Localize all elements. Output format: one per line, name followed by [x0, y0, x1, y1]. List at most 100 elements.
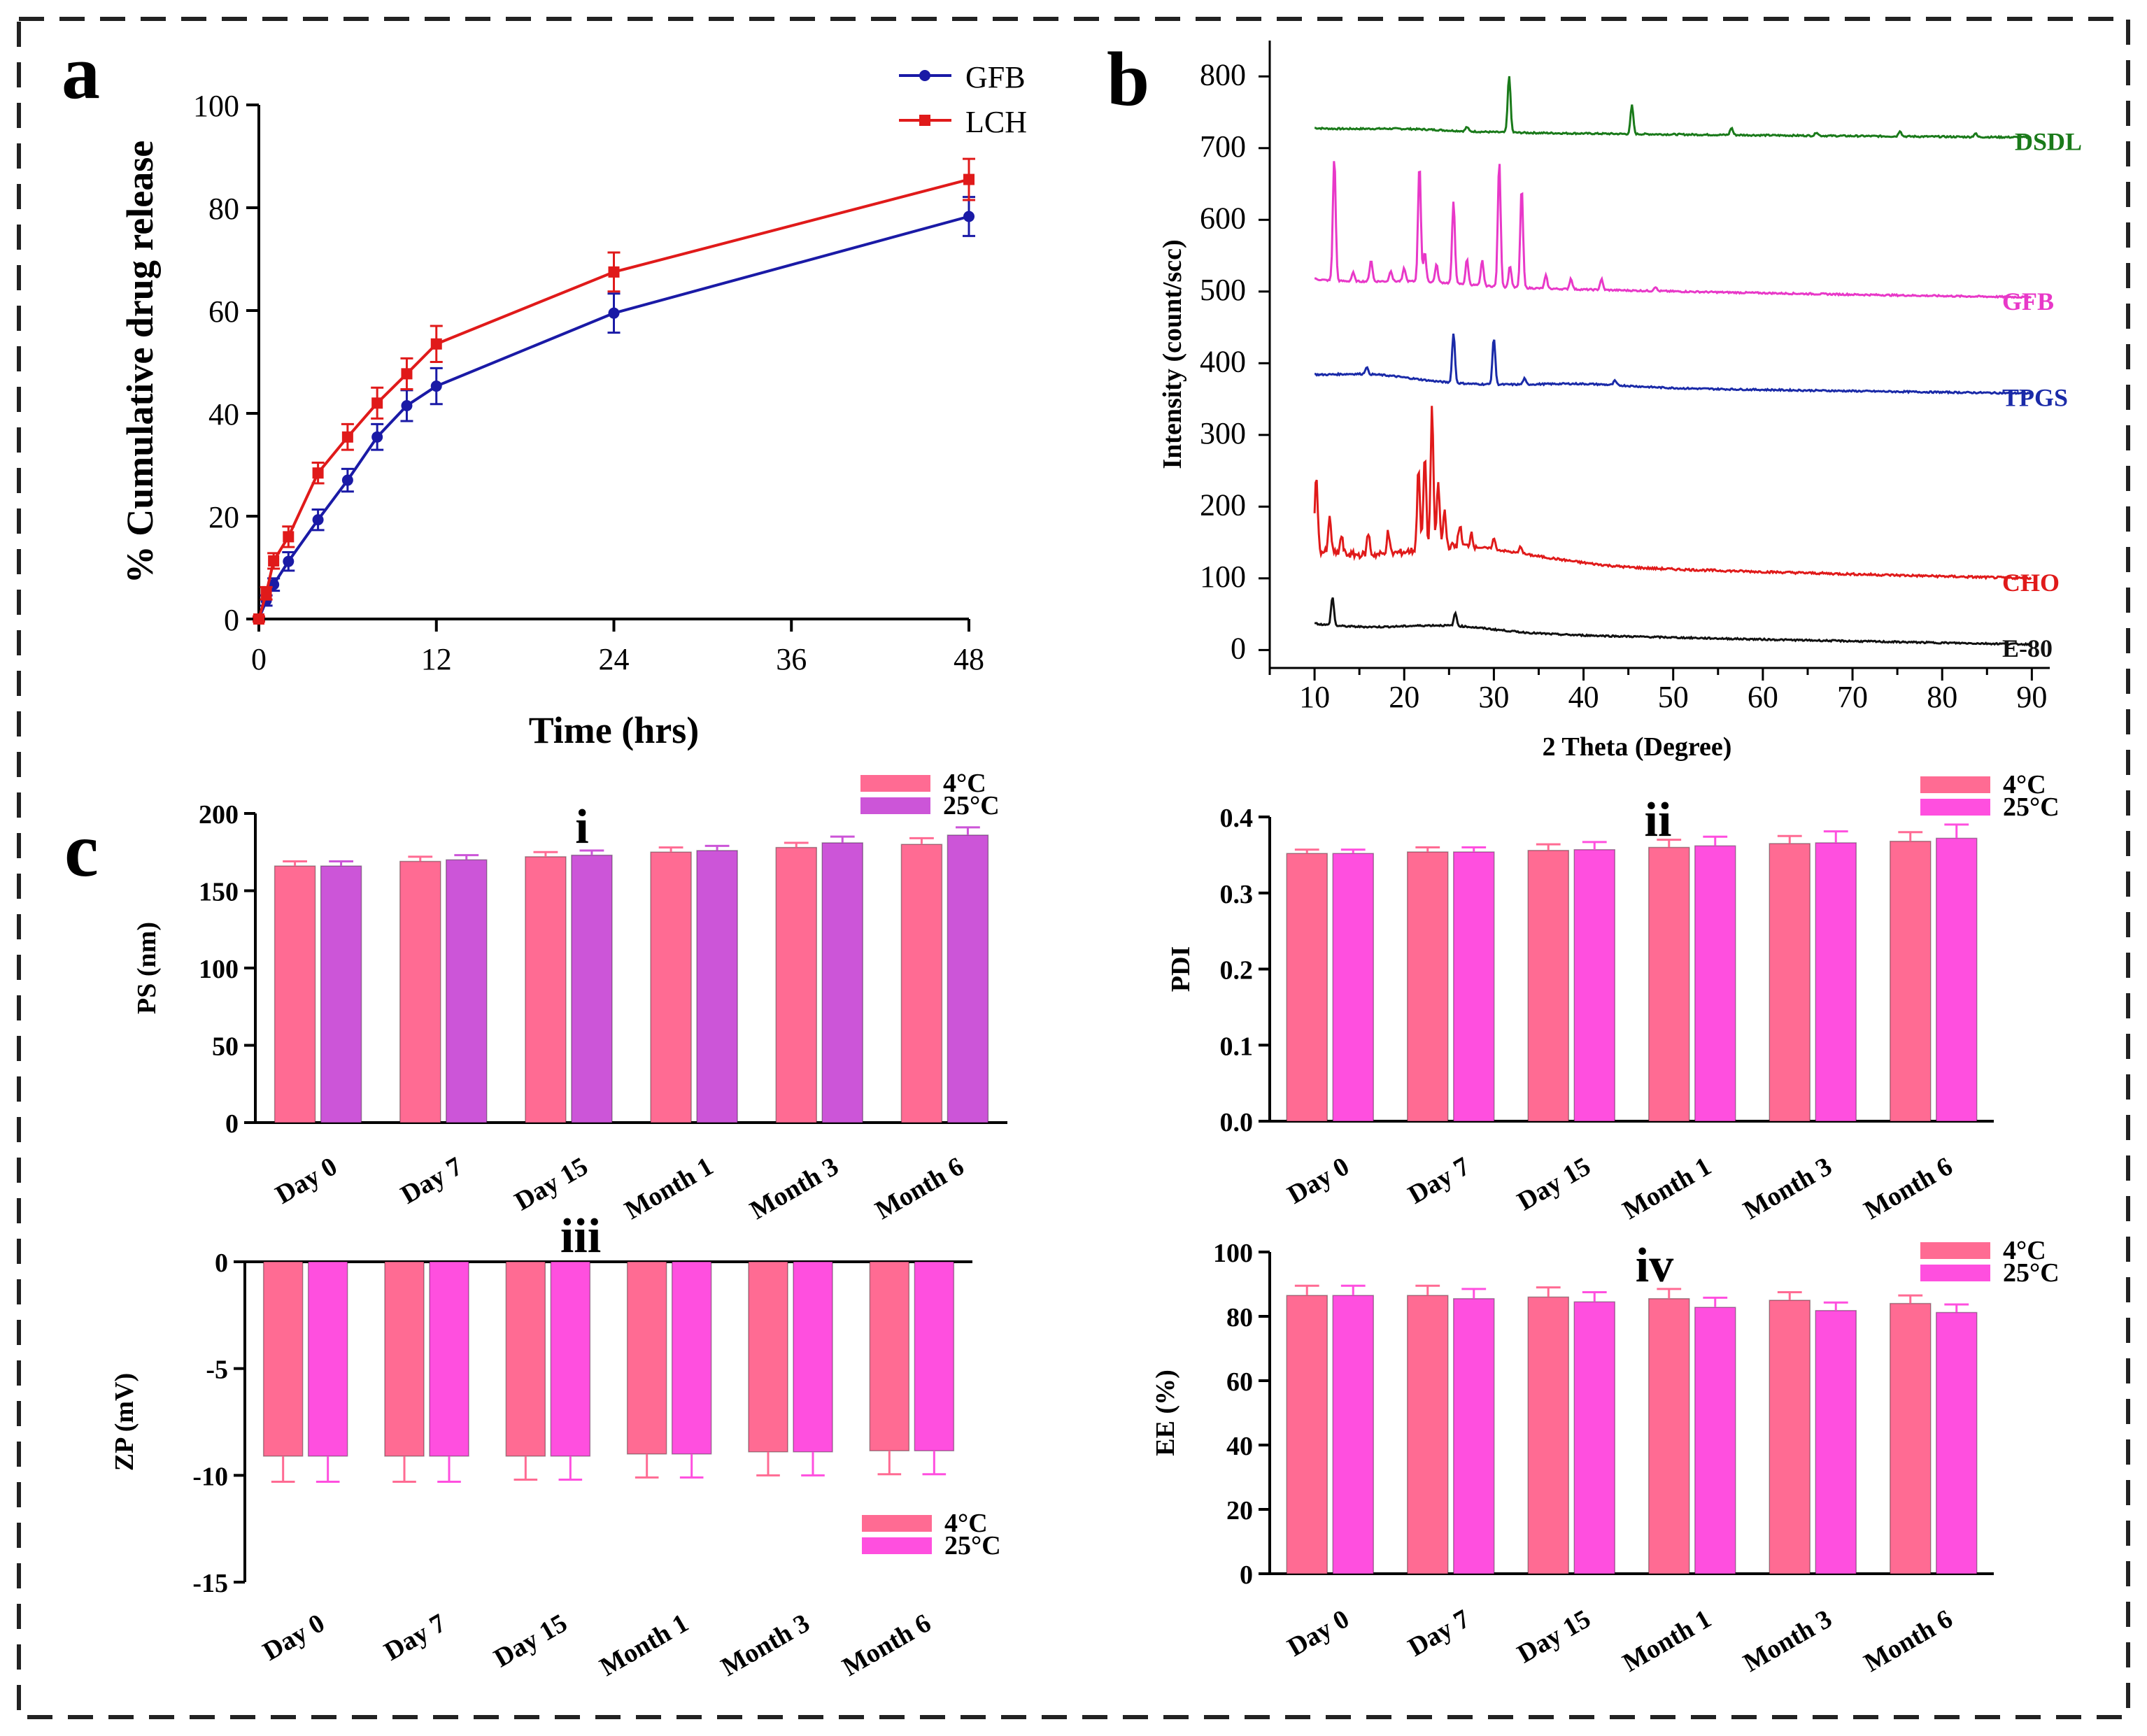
panel-letter-c: c [64, 807, 99, 892]
y-tick-label: 0 [1231, 631, 1246, 665]
bar-25°C [1815, 1309, 1857, 1574]
legend-swatch [860, 797, 930, 814]
y-tick-label: 0 [1240, 1560, 1253, 1590]
y-tick-label: -5 [206, 1356, 228, 1385]
legend-label: LCH [965, 105, 1027, 139]
legend-label: 4°C [2003, 770, 2046, 799]
legend-swatch [1920, 1242, 1990, 1259]
bar-25°C [1694, 845, 1736, 1122]
legend-label: 25°C [2003, 1258, 2060, 1288]
xrd-trace-GFB [1314, 161, 2032, 299]
category-label: Month 3 [716, 1608, 815, 1682]
bar-4°C [1407, 1295, 1449, 1574]
y-tick-label: 20 [208, 500, 239, 534]
legend-marker [919, 115, 930, 126]
xrd-trace-DSDL [1314, 76, 2032, 140]
chart-c-i: 0 50 100 150 200 PS (nm) Day 0 Day 7 Day 15 Month… [132, 769, 1007, 1225]
y-tick-label: 0 [225, 1109, 239, 1139]
category-label: Day 7 [1403, 1604, 1475, 1662]
y-tick-label: 300 [1200, 416, 1246, 450]
bar-25°C [307, 1261, 348, 1457]
bar-25°C [1936, 1311, 1978, 1574]
legend-label: 4°C [2003, 1236, 2046, 1265]
bar-25°C [1694, 1307, 1736, 1574]
bar-4°C [626, 1261, 667, 1455]
category-label: Month 3 [745, 1151, 844, 1225]
xrd-trace-TPGS [1315, 333, 2032, 395]
y-tick-label: 150 [199, 878, 239, 907]
y-tick-label: 0.3 [1220, 880, 1254, 909]
y-tick-label: -10 [192, 1462, 228, 1491]
data-point-LCH [312, 467, 324, 479]
category-label: Day 7 [379, 1608, 451, 1666]
trace-label-GFB: GFB [2002, 287, 2054, 315]
bar-4°C [1769, 843, 1811, 1122]
data-point-LCH [401, 368, 413, 380]
category-label: Day 7 [396, 1151, 467, 1209]
legend-swatch [862, 1537, 932, 1554]
y-tick-label: -15 [192, 1569, 228, 1598]
y-axis-title: ZP (mV) [110, 1373, 139, 1471]
data-point-GFB [608, 307, 620, 319]
x-tick-label: 60 [1748, 680, 1778, 714]
data-point-LCH [260, 588, 272, 599]
y-tick-label: 400 [1200, 344, 1246, 378]
bar-25°C [1815, 842, 1857, 1122]
bar-25°C [550, 1261, 591, 1457]
data-point-LCH [608, 266, 620, 278]
x-axis-title: Time (hrs) [529, 709, 699, 751]
category-label: Day 0 [1282, 1151, 1354, 1209]
bar-25°C [1573, 849, 1615, 1122]
y-axis-title: Intensity (count/scc) [1158, 239, 1187, 469]
data-point-GFB [401, 399, 413, 411]
bar-25°C [429, 1261, 469, 1457]
bar-25°C [1573, 1301, 1615, 1574]
y-tick-label: 200 [1200, 488, 1246, 522]
chart-a: 0 20 40 60 80 100 0 12 24 36 48 Time (hrs) % Cumulat… [119, 60, 1027, 751]
category-label: Day 15 [1512, 1151, 1596, 1216]
y-tick-label: 0 [215, 1248, 228, 1278]
panel-letter-a: a [62, 29, 100, 115]
bar-4°C [1648, 1297, 1690, 1574]
y-tick-label: 80 [208, 192, 239, 226]
category-label: Month 3 [1738, 1151, 1837, 1225]
category-label: Day 7 [1403, 1151, 1475, 1209]
x-tick-label: 90 [2016, 680, 2047, 714]
x-tick-label: 30 [1478, 680, 1509, 714]
bar-4°C [1890, 841, 1932, 1122]
y-tick-label: 100 [1200, 560, 1246, 594]
chart-c-ii: 0.0 0.1 0.2 0.3 0.4 PDI Day 0 Day 7 Day 15 Month … [1166, 770, 2060, 1225]
bar-4°C [1769, 1300, 1811, 1574]
y-tick-label: 50 [212, 1032, 239, 1062]
category-label: Month 6 [1859, 1604, 1957, 1678]
legend-swatch [862, 1515, 932, 1532]
subpanel-label: ii [1645, 793, 1672, 847]
bar-4°C [900, 844, 943, 1123]
data-point-LCH [341, 431, 353, 443]
legend-swatch [1920, 799, 1990, 816]
category-label: Month 6 [837, 1608, 936, 1682]
bar-25°C [821, 842, 863, 1123]
legend-marker [919, 70, 930, 81]
y-tick-label: 800 [1200, 57, 1246, 92]
bar-25°C [571, 854, 613, 1123]
legend-label: GFB [965, 60, 1026, 94]
data-point-GFB [963, 211, 975, 222]
y-tick-label: 60 [1226, 1367, 1253, 1397]
subpanel-label: i [575, 800, 588, 854]
category-label: Month 1 [1617, 1604, 1716, 1678]
y-axis-title: PDI [1166, 946, 1196, 992]
y-tick-label: 40 [208, 397, 239, 432]
trace-label-TPGS: TPGS [2002, 383, 2068, 411]
bar-25°C [696, 850, 738, 1123]
subpanel-label: iii [560, 1209, 601, 1263]
data-point-GFB [283, 555, 295, 567]
x-tick-label: 10 [1299, 680, 1330, 714]
bar-4°C [274, 865, 316, 1123]
bar-4°C [1648, 846, 1690, 1122]
x-tick-label: 48 [954, 642, 984, 676]
bar-25°C [671, 1261, 712, 1455]
y-tick-label: 20 [1226, 1496, 1253, 1525]
legend-swatch [1920, 1265, 1990, 1281]
chart-c-iv: 0 20 40 60 80 100 EE (%) Day 0 Day 7 Day 15 Month … [1151, 1236, 2060, 1678]
